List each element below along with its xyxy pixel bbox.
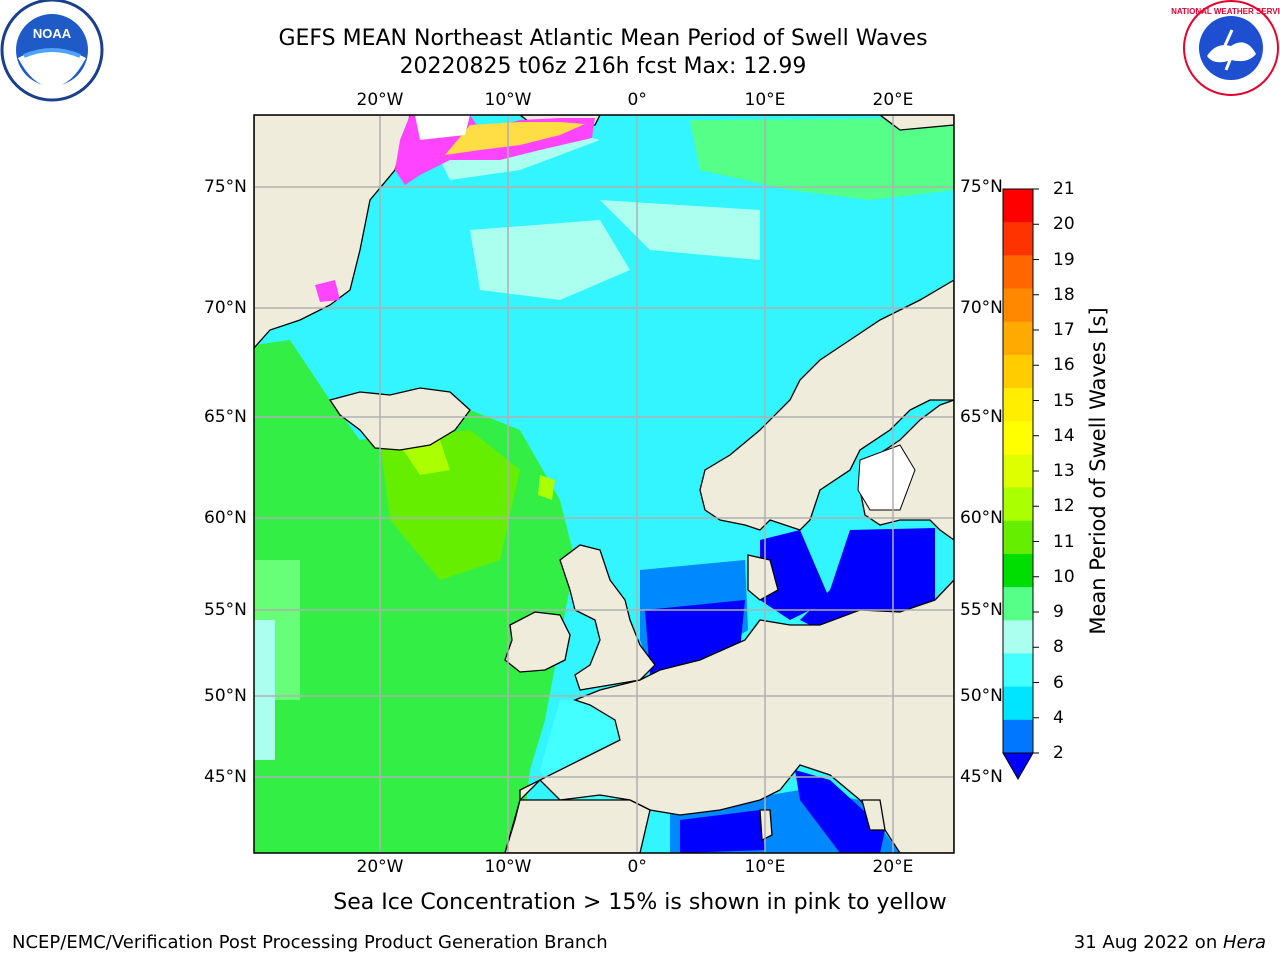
colorbar-tick-label: 11 bbox=[1053, 531, 1075, 552]
map-frame bbox=[253, 114, 955, 854]
graticule bbox=[254, 115, 954, 853]
lon-label-top: 10°E bbox=[744, 90, 786, 110]
noaa-logo-text: NOAA bbox=[33, 26, 72, 41]
colorbar-segment bbox=[1003, 454, 1033, 489]
lat-label-left: 55°N bbox=[204, 600, 247, 620]
lat-label-right: 75°N bbox=[960, 177, 1003, 197]
colorbar-segment bbox=[1003, 255, 1033, 290]
lat-label-right: 45°N bbox=[960, 767, 1003, 787]
lat-label-left: 60°N bbox=[204, 508, 247, 528]
lat-label-left: 70°N bbox=[204, 298, 247, 318]
colorbar-segment bbox=[1003, 520, 1033, 555]
lon-label-bottom: 10°E bbox=[744, 857, 786, 877]
colorbar-segment bbox=[1003, 288, 1033, 323]
colorbar-tick-label: 10 bbox=[1053, 566, 1075, 587]
noaa-logo: NOAA bbox=[0, 0, 104, 102]
colorbar-tick-label: 9 bbox=[1053, 602, 1064, 622]
colorbar-title: Mean Period of Swell Waves [s] bbox=[1086, 307, 1110, 635]
colorbar-segment bbox=[1003, 388, 1033, 422]
colorbar-under-triangle bbox=[1002, 752, 1034, 781]
lat-label-left: 75°N bbox=[204, 177, 247, 197]
lon-label-top: 10°W bbox=[484, 90, 532, 110]
colorbar-tick-label: 13 bbox=[1053, 461, 1075, 481]
footer-date-text: 31 Aug 2022 on bbox=[1073, 932, 1223, 953]
colorbar-segment bbox=[1003, 354, 1033, 389]
iceland bbox=[328, 387, 471, 451]
lon-label-bottom: 20°E bbox=[872, 857, 914, 877]
footer-date: 31 Aug 2022 on Hera bbox=[1074, 932, 1266, 953]
lon-label-top: 20°W bbox=[356, 90, 404, 110]
colorbar bbox=[1002, 188, 1039, 781]
nws-logo: NATIONAL WEATHER SERVICE bbox=[1171, 0, 1280, 96]
colorbar-segment bbox=[1003, 620, 1033, 654]
colorbar-tick-label: 21 bbox=[1053, 179, 1075, 199]
colorbar-segment bbox=[1003, 719, 1033, 754]
lat-label-left: 45°N bbox=[204, 767, 247, 787]
colorbar-tick-label: 4 bbox=[1053, 707, 1064, 728]
footer-branch: NCEP/EMC/Verification Post Processing Pr… bbox=[12, 932, 608, 953]
colorbar-segment bbox=[1003, 653, 1033, 688]
colorbar-tick-label: 14 bbox=[1053, 425, 1075, 446]
land-masses bbox=[254, 115, 954, 853]
colorbar-segment bbox=[1003, 487, 1033, 522]
colorbar-segment bbox=[1003, 189, 1033, 223]
colorbar-tick-label: 15 bbox=[1053, 390, 1075, 411]
lat-label-right: 55°N bbox=[960, 600, 1003, 620]
sea-ice-yellow bbox=[445, 122, 585, 155]
colorbar-tick-label: 6 bbox=[1053, 672, 1064, 693]
lat-label-left: 65°N bbox=[204, 407, 247, 427]
lat-label-left: 50°N bbox=[204, 686, 247, 706]
iberia bbox=[504, 799, 651, 853]
sea-ice-note: Sea Ice Concentration > 15% is shown in … bbox=[333, 890, 947, 915]
baltic-sea bbox=[800, 528, 935, 630]
colorbar-tick-label: 8 bbox=[1053, 637, 1064, 658]
colorbar-tick-label: 16 bbox=[1053, 355, 1075, 376]
gulf-of-bothnia bbox=[857, 444, 916, 511]
lon-label-top: 0° bbox=[627, 90, 647, 110]
colorbar-segment bbox=[1003, 587, 1033, 621]
colorbar-segment bbox=[1003, 222, 1033, 256]
title-line-2: 20220825 t06z 216h fcst Max: 12.99 bbox=[399, 54, 807, 79]
colorbar-tick-label: 12 bbox=[1053, 496, 1075, 517]
denmark bbox=[747, 554, 779, 601]
colorbar-segment bbox=[1003, 686, 1033, 721]
map-area bbox=[254, 115, 954, 853]
nws-logo-text: NATIONAL WEATHER SERVICE bbox=[1171, 7, 1280, 16]
colorbar-segment bbox=[1003, 321, 1033, 356]
lat-label-right: 50°N bbox=[960, 686, 1003, 706]
footer-host: Hera bbox=[1222, 932, 1266, 953]
lat-label-right: 60°N bbox=[960, 508, 1003, 528]
colorbar-tick-label: 17 bbox=[1053, 320, 1075, 340]
lon-label-bottom: 0° bbox=[627, 857, 647, 877]
adriatic-sea bbox=[795, 770, 885, 853]
colorbar-tick-label: 20 bbox=[1053, 214, 1075, 235]
colorbar-segment bbox=[1003, 553, 1033, 588]
lon-label-top: 20°E bbox=[872, 90, 914, 110]
colorbar-tick-label: 19 bbox=[1053, 249, 1075, 270]
great-britain bbox=[559, 544, 656, 691]
lon-label-bottom: 10°W bbox=[484, 857, 532, 877]
lon-label-bottom: 20°W bbox=[356, 857, 404, 877]
title-line-1: GEFS MEAN Northeast Atlantic Mean Period… bbox=[278, 26, 928, 51]
lat-label-right: 65°N bbox=[960, 407, 1003, 427]
colorbar-tick-label: 18 bbox=[1053, 284, 1075, 305]
colorbar-segment bbox=[1003, 421, 1033, 455]
scandinavia bbox=[699, 279, 954, 531]
lat-label-right: 70°N bbox=[960, 298, 1003, 318]
colorbar-tick-label: 2 bbox=[1053, 743, 1064, 763]
